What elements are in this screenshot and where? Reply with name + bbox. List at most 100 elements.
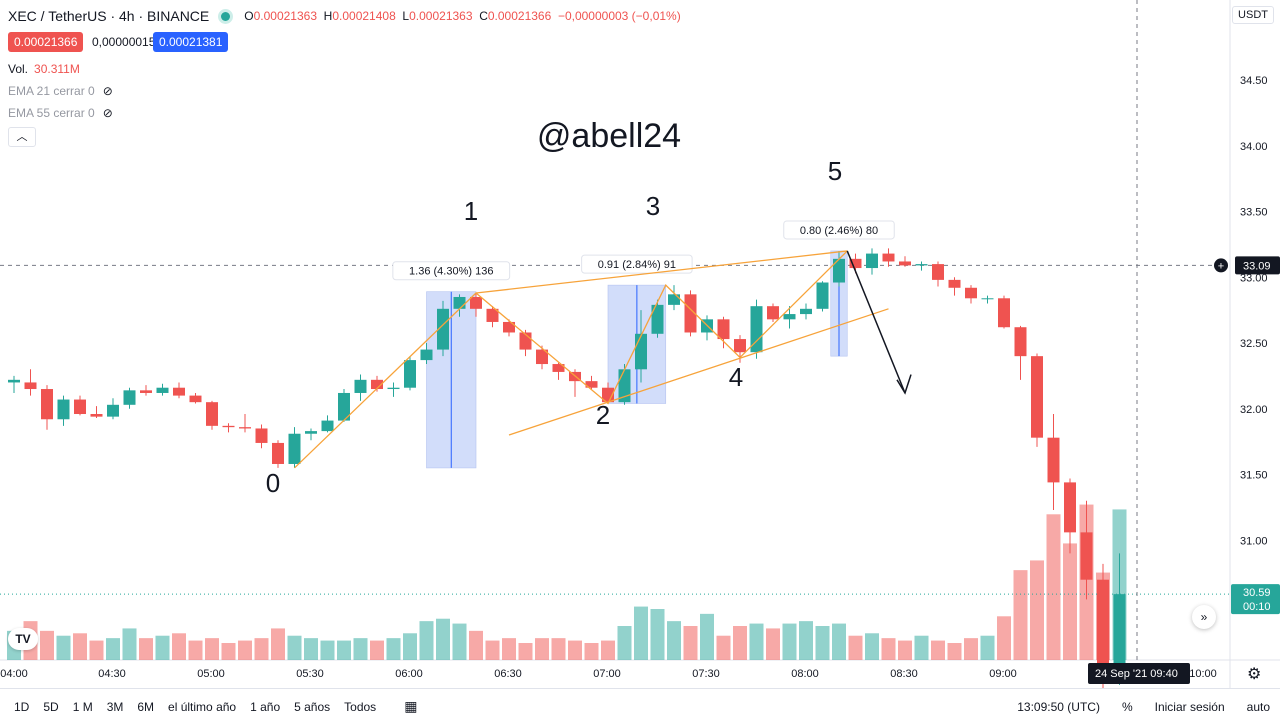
candle-body (1047, 437, 1060, 483)
candle-body (503, 321, 515, 333)
candle-body (453, 296, 466, 309)
candle-body (140, 390, 152, 393)
percent-toggle[interactable]: % (1121, 699, 1133, 714)
measure-box-1-label-bg (392, 261, 511, 281)
wave-label-4: 4 (729, 362, 743, 392)
volume-bar (271, 628, 285, 660)
volume-bar (254, 638, 269, 660)
crosshair-date: 24 Sep '21 09:40 (1095, 668, 1178, 680)
volume-bar (980, 635, 995, 660)
range-2[interactable]: 1 M (72, 699, 93, 714)
candle-body (932, 264, 944, 280)
candle-body (1113, 594, 1126, 679)
volume-bar (188, 640, 203, 660)
range-6[interactable]: 1 año (250, 699, 281, 714)
volume-bar (221, 643, 236, 660)
clock-readout[interactable]: 13:09:50 (UTC) (1017, 699, 1100, 714)
range-0[interactable]: 1D (14, 699, 30, 714)
range-5[interactable]: el último año (168, 699, 237, 714)
candle-body (189, 395, 202, 403)
volume-bar (551, 638, 566, 660)
volume-bar (1013, 570, 1028, 660)
x-tick-label: 08:30 (890, 668, 918, 680)
volume-bar (601, 640, 615, 660)
hidden-eye-icon[interactable]: ⊘ (102, 106, 113, 120)
volume-bar (73, 633, 87, 660)
candle-body (998, 298, 1010, 328)
candle-body (354, 379, 367, 393)
last-price-countdown: 00:10 (1243, 601, 1271, 613)
hidden-eye-icon[interactable]: ⊘ (102, 84, 113, 98)
volume-bar (502, 638, 516, 660)
volume-bar (650, 609, 665, 660)
y-tick-label: 31.00 (1240, 535, 1268, 547)
candle-body (305, 431, 317, 434)
login-button[interactable]: Iniciar sesión (1154, 699, 1225, 714)
candle-body (222, 425, 235, 428)
auto-toggle[interactable]: auto (1246, 699, 1270, 714)
volume-bar (848, 635, 863, 660)
collapse-indicators-button[interactable]: ︿ (8, 127, 36, 147)
candle-body (866, 253, 878, 269)
ema21-indicator[interactable]: EMA 21 cerrar 0 ⊘ (8, 84, 113, 98)
volume-bar (353, 638, 368, 660)
volume-bar (799, 621, 813, 660)
volume-bar (403, 633, 417, 660)
volume-bar (172, 633, 186, 660)
x-tick-label: 08:00 (791, 668, 819, 680)
candle-body (206, 402, 218, 426)
range-8[interactable]: Todos (344, 699, 377, 714)
range-1[interactable]: 5D (43, 699, 59, 714)
volume-bar (106, 638, 120, 660)
candle-body (750, 306, 763, 353)
candle-body (41, 389, 53, 420)
volume-bar (997, 616, 1011, 660)
volume-indicator[interactable]: Vol. 30.311M (8, 62, 80, 76)
range-4[interactable]: 6M (137, 699, 155, 714)
candle-body (57, 399, 70, 420)
candle-body (404, 360, 416, 388)
volume-bar (667, 621, 681, 660)
sell-price-button[interactable]: 0.00021366 (8, 32, 84, 52)
measure-box-5-label: 0.80 (2.46%) 80 (800, 225, 878, 237)
volume-bar (914, 635, 929, 660)
volume-bar (964, 638, 978, 660)
volume-bar (683, 626, 698, 660)
volume-bar (122, 628, 137, 660)
range-3[interactable]: 3M (106, 699, 124, 714)
candle-body (420, 349, 433, 361)
candle-body (552, 364, 565, 372)
volume-bar (452, 623, 467, 660)
candle-body (816, 282, 829, 309)
candle-body (8, 379, 20, 383)
y-tick-label: 33.50 (1240, 207, 1268, 219)
gear-icon[interactable]: ⚙ (1247, 666, 1262, 683)
volume-bar (568, 640, 582, 660)
currency-badge[interactable]: USDT (1232, 6, 1274, 24)
ema55-indicator[interactable]: EMA 55 cerrar 0 ⊘ (8, 106, 113, 120)
candle-body (107, 404, 119, 417)
candle-body (684, 294, 697, 333)
price-chart[interactable]: 34.50 34.00 33.50 33.00 32.50 32.00 31.50 31.00… (0, 0, 1280, 688)
volume-bar (815, 626, 830, 660)
volume-bar (287, 635, 302, 660)
volume-bar (700, 613, 714, 660)
wave-label-3: 3 (646, 191, 660, 221)
candle-body (981, 298, 994, 300)
crosshair-time-bg (1088, 663, 1190, 684)
range-7[interactable]: 5 años (294, 699, 331, 714)
upper-channel-line (475, 250, 848, 294)
volume-bar (89, 640, 104, 660)
symbol-title[interactable]: XEC / TetherUS · 4h · BINANCE (8, 8, 210, 24)
volume-bar (469, 630, 483, 660)
y-tick-label: 31.50 (1240, 470, 1268, 482)
scroll-to-realtime-button[interactable]: » (1192, 605, 1216, 629)
volume-bar (634, 606, 648, 660)
candle-body (734, 339, 746, 353)
volume-bar (782, 623, 797, 660)
buy-price-button[interactable]: 0.00021381 (153, 32, 229, 52)
y-tick-label: 33.00 (1240, 272, 1268, 284)
tradingview-logo-icon[interactable]: TV (8, 628, 38, 650)
volume-bar (40, 630, 54, 660)
calendar-icon[interactable]: ▦ (404, 698, 418, 714)
